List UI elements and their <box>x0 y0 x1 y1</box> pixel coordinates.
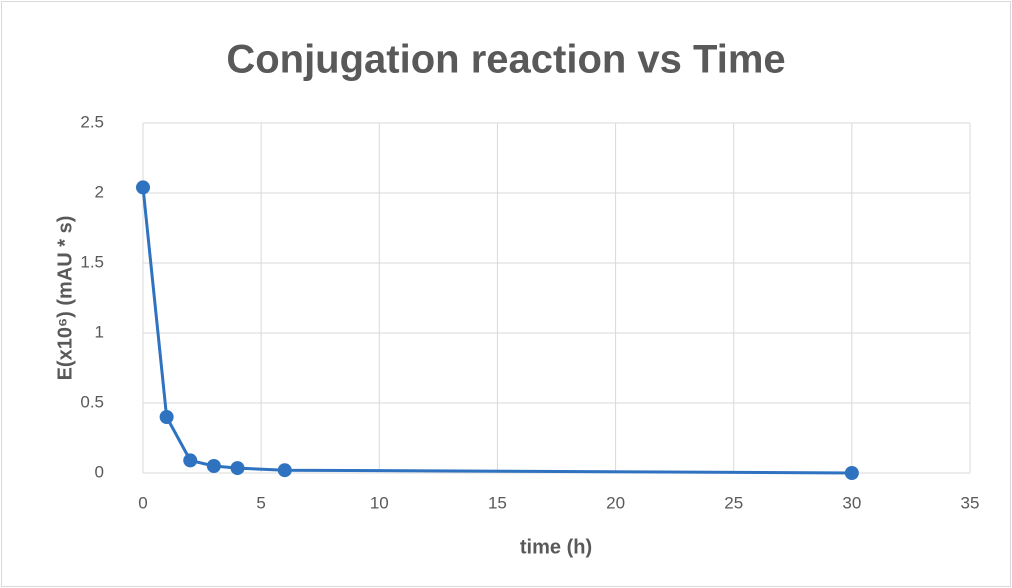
data-point <box>136 180 150 195</box>
x-tick-label: 30 <box>842 493 861 512</box>
data-point <box>277 463 292 478</box>
y-tick-label: 1 <box>95 322 104 341</box>
y-tick-label: 0.5 <box>80 392 104 411</box>
y-tick-label: 2.5 <box>80 112 104 131</box>
data-point <box>206 459 221 473</box>
x-tick-label: 5 <box>256 493 265 512</box>
y-tick-label: 0 <box>95 462 104 481</box>
x-axis-title: time (h) <box>520 536 592 558</box>
x-tick-label: 20 <box>606 493 625 512</box>
x-tick-label: 10 <box>370 493 389 512</box>
x-tick-label: 15 <box>488 493 507 512</box>
y-axis-title: E(x10⁶) (mAU * s) <box>54 216 76 381</box>
chart-title: Conjugation reaction vs Time <box>226 38 785 82</box>
x-tick-label: 0 <box>138 493 147 512</box>
data-point <box>183 453 198 468</box>
data-point <box>844 466 859 480</box>
y-tick-label: 2 <box>95 182 104 201</box>
x-tick-label: 35 <box>961 493 980 512</box>
x-tick-label: 25 <box>724 493 743 512</box>
data-point <box>159 410 174 424</box>
data-point <box>230 461 245 476</box>
y-tick-label: 1.5 <box>80 252 104 271</box>
